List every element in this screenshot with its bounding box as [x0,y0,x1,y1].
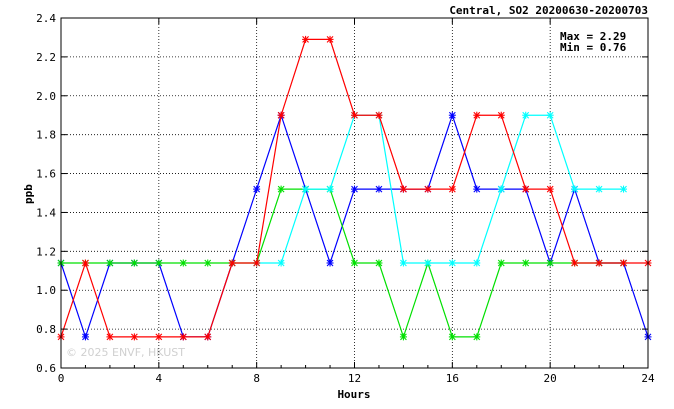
data-point [375,111,383,119]
data-point [571,185,579,193]
data-point [522,185,530,193]
y-tick-label: 2.0 [36,90,56,103]
data-point [399,185,407,193]
data-point [130,259,138,267]
data-point [546,185,554,193]
data-point [253,259,261,267]
watermark: © 2025 ENVF, HKUST [66,346,185,359]
data-point [277,185,285,193]
data-point [473,185,481,193]
series-3 [57,35,652,341]
data-point [277,259,285,267]
data-point [179,333,187,341]
x-tick-label: 0 [58,372,65,385]
data-point [106,259,114,267]
data-point [375,259,383,267]
data-point [620,185,628,193]
data-point [351,111,358,119]
data-point [253,185,261,193]
data-point [448,259,456,267]
data-point [106,333,114,341]
data-point [522,259,530,267]
data-point [375,185,383,193]
data-point [473,259,481,267]
data-point [399,333,407,341]
data-point [522,111,530,119]
data-point [424,185,432,193]
data-point [326,259,334,267]
data-point [302,185,310,193]
data-point [399,259,407,267]
data-point [179,259,187,267]
data-point [204,259,212,267]
data-point [497,111,505,119]
x-tick-label: 4 [156,372,163,385]
series-1 [57,185,628,341]
x-axis-label: Hours [337,388,370,401]
x-tick-label: 8 [253,372,260,385]
max-stat: Max = 2.29 [560,30,626,43]
data-point [130,333,138,341]
data-point [302,35,310,43]
y-tick-label: 1.6 [36,168,56,181]
data-point [473,111,481,119]
data-point [546,259,554,267]
y-tick-label: 1.8 [36,129,56,142]
data-point [497,259,505,267]
grid [61,18,648,368]
y-tick-label: 2.2 [36,51,56,64]
data-point [204,333,212,341]
data-point [424,259,432,267]
series-line [61,188,624,339]
series-layer [57,35,652,341]
data-point [277,111,285,119]
data-point [571,259,579,267]
x-tick-label: 24 [641,372,655,385]
data-point [595,185,603,193]
data-point [351,185,358,193]
data-point [473,333,481,341]
x-tick-label: 20 [544,372,557,385]
chart-title: Central, SO2 20200630-20200703 [449,4,648,17]
y-tick-label: 2.4 [36,12,56,25]
data-point [326,185,334,193]
data-point [448,111,456,119]
y-tick-label: 0.8 [36,323,56,336]
y-tick-label: 1.2 [36,245,56,258]
data-point [228,259,236,267]
data-point [595,259,603,267]
series-line [256,114,624,264]
data-point [448,185,456,193]
x-tick-label: 16 [446,372,459,385]
y-axis-label: ppb [22,184,35,204]
y-tick-label: 1.0 [36,284,56,297]
x-tick-label: 12 [348,372,361,385]
data-point [448,333,456,341]
data-point [497,185,505,193]
y-tick-label: 0.6 [36,362,56,375]
axis-ticks: 0 4 8 12 16 20 24 0.6 0.8 1.0 1.2 1.4 1.6 1.8 2.0 2.2 2.… [36,12,655,385]
data-point [155,259,163,267]
data-point [81,259,89,267]
data-point [155,333,163,341]
min-stat: Min = 0.76 [560,41,627,54]
y-tick-label: 1.4 [36,206,56,219]
data-point [326,35,334,43]
data-point [81,333,89,341]
data-point [620,259,628,267]
data-point [546,111,554,119]
data-point [351,259,358,267]
